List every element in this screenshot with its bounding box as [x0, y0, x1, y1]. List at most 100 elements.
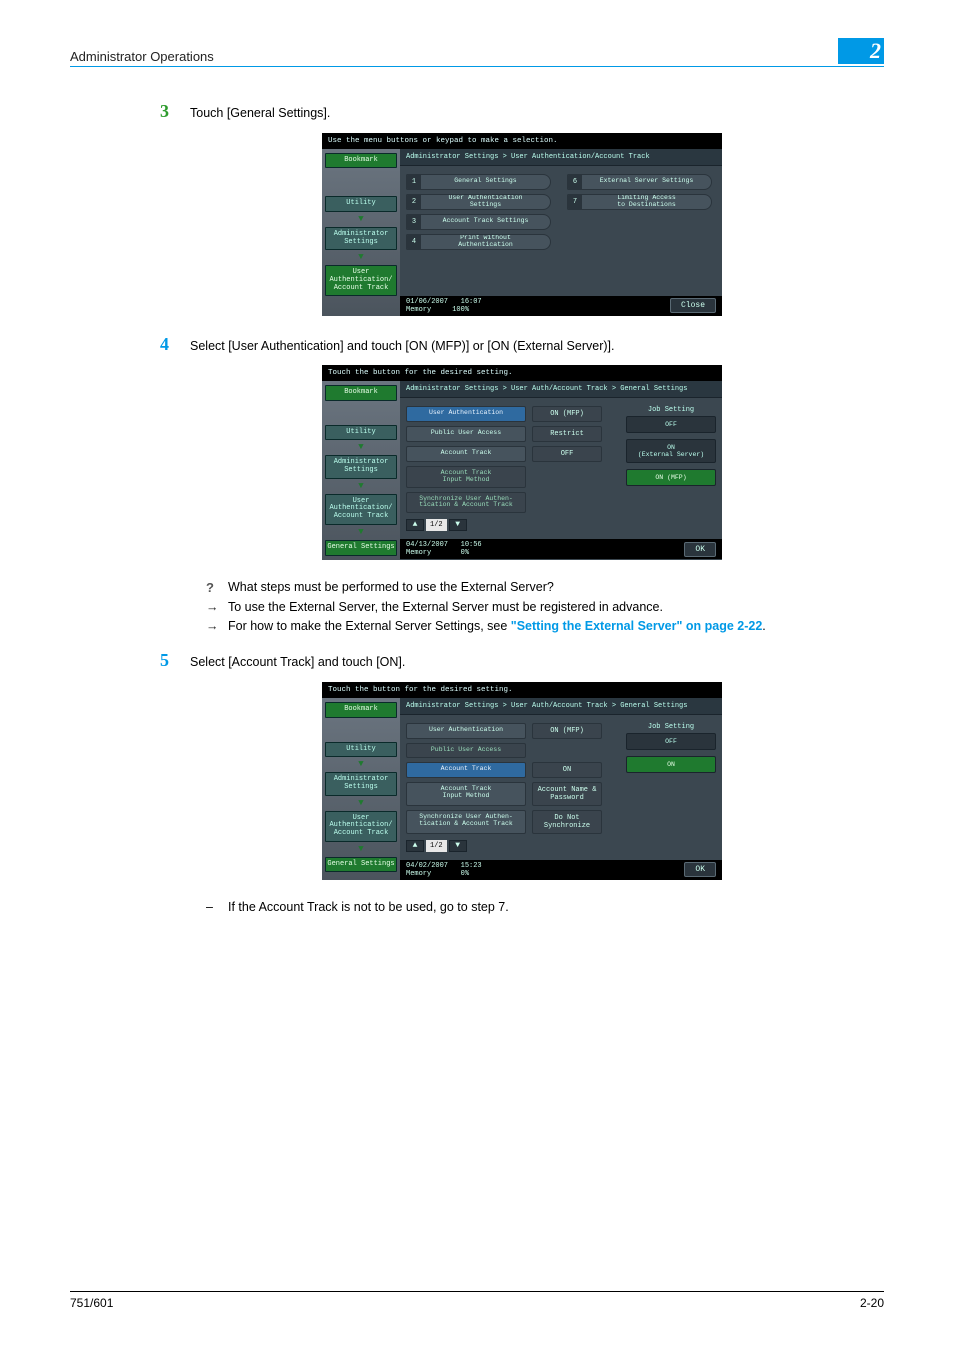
bookmark-button[interactable]: Bookmark: [325, 702, 397, 718]
option-off[interactable]: OFF: [626, 733, 716, 750]
status-left: 04/02/2007 15:23 Memory 0%: [406, 862, 482, 878]
header-title: Administrator Operations: [70, 49, 214, 64]
status-left: 01/06/2007 16:07 Memory 100%: [406, 298, 482, 314]
acct-input-label[interactable]: Account Track Input Method: [406, 782, 526, 806]
status-bar: 04/13/2007 10:56 Memory 0% OK: [400, 539, 722, 559]
status-date: 04/13/2007: [406, 541, 448, 549]
arrow-down-icon: ▼: [325, 253, 397, 262]
menu-col-right: 6External Server Settings 7Limiting Acce…: [567, 174, 712, 250]
public-access-label[interactable]: Public User Access: [406, 426, 526, 442]
settings-area: User Authentication ON (MFP) Public User …: [400, 398, 722, 539]
status-mem-label: Memory: [406, 870, 431, 878]
status-left: 04/13/2007 10:56 Memory 0%: [406, 541, 482, 557]
menu-general-settings[interactable]: 1General Settings: [406, 174, 551, 190]
note-after: – If the Account Track is not to be used…: [206, 898, 884, 917]
panel-main: Administrator Settings > User Auth/Accou…: [400, 381, 722, 560]
pager-down-button[interactable]: ▼: [449, 840, 467, 852]
pager-text: 1/2: [426, 519, 447, 531]
step-3: 3 Touch [General Settings].: [160, 101, 884, 123]
arrow-down-icon: ▼: [325, 215, 397, 224]
user-auth-label[interactable]: User Authentication: [406, 723, 526, 739]
step-number: 4: [160, 334, 174, 356]
page: Administrator Operations 2 3 Touch [Gene…: [0, 0, 954, 1350]
user-auth-label[interactable]: User Authentication: [406, 406, 526, 422]
step-text: Select [Account Track] and touch [ON].: [190, 650, 405, 672]
panel-sidebar: Bookmark Utility ▼ Administrator Setting…: [322, 381, 400, 560]
step-number: 3: [160, 101, 174, 123]
option-off[interactable]: OFF: [626, 416, 716, 433]
utility-button[interactable]: Utility: [325, 425, 397, 441]
breadcrumb: Administrator Settings > User Auth/Accou…: [400, 698, 722, 715]
page-header: Administrator Operations 2: [70, 38, 884, 67]
general-settings-button[interactable]: General Settings: [325, 857, 397, 873]
step-text: Touch [General Settings].: [190, 101, 330, 123]
settings-right: Job Setting OFF ON: [626, 723, 716, 852]
step4-notes: ? What steps must be performed to use th…: [206, 578, 884, 637]
ok-button[interactable]: OK: [684, 862, 716, 877]
step-number: 5: [160, 650, 174, 672]
panel-body: Bookmark Utility ▼ Administrator Setting…: [322, 698, 722, 880]
status-mem-value: 0%: [461, 870, 469, 878]
cross-ref-link[interactable]: "Setting the External Server" on page 2-…: [511, 619, 763, 633]
menu-user-auth-settings[interactable]: 2User Authentication Settings: [406, 194, 551, 210]
pager-up-button[interactable]: ▲: [406, 840, 424, 852]
screenshot-3-wrap: Use the menu buttons or keypad to make a…: [160, 133, 884, 316]
admin-settings-button[interactable]: Administrator Settings: [325, 227, 397, 250]
utility-button[interactable]: Utility: [325, 196, 397, 212]
utility-button[interactable]: Utility: [325, 742, 397, 758]
sync-value: Do Not Synchronize: [532, 810, 602, 834]
option-on-external[interactable]: ON (External Server): [626, 439, 716, 463]
job-setting-heading: Job Setting: [626, 723, 716, 731]
panel-main: Administrator Settings > User Auth/Accou…: [400, 698, 722, 880]
status-time: 16:07: [461, 298, 482, 306]
mfp-panel-5: Touch the button for the desired setting…: [322, 682, 722, 880]
step5-notes: – If the Account Track is not to be used…: [206, 898, 884, 917]
arrow-right-icon: →: [206, 598, 220, 617]
account-track-value: OFF: [532, 446, 602, 462]
note-answer: → To use the External Server, the Extern…: [206, 598, 884, 617]
settings-left: User AuthenticationON (MFP) Public User …: [406, 723, 616, 852]
sync-label: Synchronize User Authen- tication & Acco…: [406, 492, 526, 514]
status-mem-label: Memory: [406, 549, 431, 557]
user-auth-acct-button[interactable]: User Authentication/ Account Track: [325, 265, 397, 296]
menu-print-without-auth[interactable]: 4Print without Authentication: [406, 234, 551, 250]
general-settings-button[interactable]: General Settings: [325, 540, 397, 556]
panel-message: Touch the button for the desired setting…: [322, 682, 722, 698]
close-button[interactable]: Close: [670, 298, 716, 313]
status-time: 15:23: [461, 862, 482, 870]
arrow-down-icon: ▼: [325, 845, 397, 854]
note-question: ? What steps must be performed to use th…: [206, 578, 884, 598]
account-track-value: ON: [532, 762, 602, 778]
arrow-down-icon: ▼: [325, 482, 397, 491]
chapter-number: 2: [838, 38, 884, 64]
sync-label[interactable]: Synchronize User Authen- tication & Acco…: [406, 810, 526, 834]
pager-up-button[interactable]: ▲: [406, 519, 424, 531]
arrow-down-icon: ▼: [325, 443, 397, 452]
panel-message: Touch the button for the desired setting…: [322, 365, 722, 381]
option-on[interactable]: ON: [626, 756, 716, 773]
screenshot-5-wrap: Touch the button for the desired setting…: [160, 682, 884, 880]
menu-limit-access[interactable]: 7Limiting Access to Destinations: [567, 194, 712, 210]
panel-message: Use the menu buttons or keypad to make a…: [322, 133, 722, 149]
admin-settings-button[interactable]: Administrator Settings: [325, 455, 397, 478]
admin-settings-button[interactable]: Administrator Settings: [325, 772, 397, 795]
pager: ▲ 1/2 ▼: [406, 840, 616, 852]
status-date: 04/02/2007: [406, 862, 448, 870]
menu-account-track-settings[interactable]: 3Account Track Settings: [406, 214, 551, 230]
ok-button[interactable]: OK: [684, 542, 716, 557]
user-auth-acct-button[interactable]: User Authentication/ Account Track: [325, 811, 397, 842]
public-access-label: Public User Access: [406, 743, 526, 758]
pager-down-button[interactable]: ▼: [449, 519, 467, 531]
footer-left: 751/601: [70, 1296, 113, 1310]
account-track-label[interactable]: Account Track: [406, 762, 526, 778]
menu-external-server[interactable]: 6External Server Settings: [567, 174, 712, 190]
status-date: 01/06/2007: [406, 298, 448, 306]
bookmark-button[interactable]: Bookmark: [325, 385, 397, 401]
account-track-label[interactable]: Account Track: [406, 446, 526, 462]
note-reference: → For how to make the External Server Se…: [206, 617, 884, 636]
page-footer: 751/601 2-20: [70, 1291, 884, 1310]
user-auth-acct-button[interactable]: User Authentication/ Account Track: [325, 494, 397, 525]
job-setting-heading: Job Setting: [626, 406, 716, 414]
option-on-mfp[interactable]: ON (MFP): [626, 469, 716, 486]
bookmark-button[interactable]: Bookmark: [325, 153, 397, 169]
